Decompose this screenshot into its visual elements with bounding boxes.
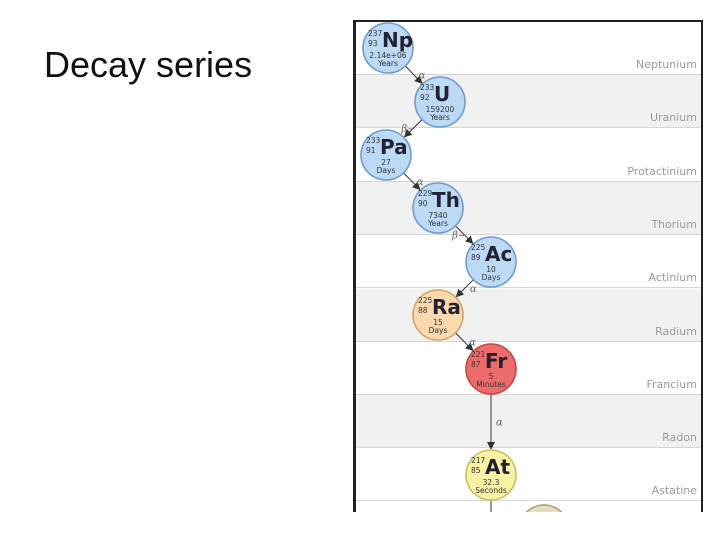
band-protactinium: Protactinium [356,129,701,182]
half-life-unit: Seconds [475,486,507,495]
element-label: Protactinium [627,164,697,178]
element-label: Radon [662,431,697,445]
mass-number: 225 [418,296,433,305]
atomic-number: 90 [418,199,428,208]
mass-number: 233 [420,83,435,92]
half-life-value: 2.14e+06 [369,51,406,60]
element-label: Uranium [649,111,697,125]
atomic-number: 89 [471,253,481,262]
nuclide-circle [414,76,466,128]
element-label: Neptunium [636,58,697,71]
element-symbol: Fr [485,349,507,373]
element-label: Astatine [651,484,697,498]
element-label: Francium [646,377,697,391]
atomic-number: 93 [368,39,378,48]
nuclide-circle [465,236,517,288]
nuclide-circle [465,449,517,501]
decay-label: α [419,71,426,82]
next-nuclide-partial [525,504,563,512]
element-symbol: Pa [380,135,408,159]
nuclide-circle [360,129,412,181]
band-neptunium: Neptunium [356,22,701,75]
decay-label: α [470,284,477,295]
decay-label: α [496,418,503,429]
mass-number: 229 [418,189,433,198]
half-life-unit: Years [427,219,448,228]
decay-chain-diagram: Neptunium Uranium Protactinium Thorium Actin… [353,20,703,512]
element-symbol: U [434,82,450,106]
decay-arrow [455,225,474,245]
element-symbol: Np [382,28,413,52]
atomic-number: 91 [366,146,376,155]
mass-number: 237 [368,29,383,38]
band-radon: Radon [356,395,701,449]
nuclide-circle [412,182,464,234]
half-life-unit: Days [377,166,396,175]
band-astatine: Astatine [356,448,701,502]
half-life-value: 32.3 [483,478,500,487]
band-francium: Francium [356,342,701,395]
element-symbol: Ra [432,295,461,319]
element-symbol: At [485,455,510,479]
element-label: Thorium [651,217,697,231]
half-life-unit: Years [377,59,398,68]
decay-arrow [403,119,423,138]
decay-label: α [469,338,476,349]
half-life-value: 10 [486,265,496,274]
half-life-unit: Days [482,273,501,282]
half-life-value: 5 [489,372,494,381]
element-label: Actinium [648,271,697,285]
atomic-number: 85 [471,466,481,475]
decay-label: β− [400,124,415,135]
atomic-number: 88 [418,306,428,315]
mass-number: 221 [471,350,486,359]
mass-number: 217 [471,456,486,465]
decay-label: α [417,177,424,188]
decay-arrow [455,279,474,298]
mass-number: 233 [366,136,381,145]
nuclide-circle [362,22,414,74]
half-life-unit: Days [429,326,448,335]
decay-arrow [404,65,423,84]
decay-arrow [455,332,474,352]
half-life-unit: Years [429,113,450,122]
slide-title: Decay series [44,44,253,85]
atomic-number: 92 [420,93,430,102]
half-life-value: 7340 [428,211,447,220]
nuclide-circle [412,289,464,341]
half-life-value: 27 [381,158,391,167]
band-uranium: Uranium [356,75,701,129]
element-symbol: Ac [485,242,512,266]
half-life-unit: Minutes [476,380,506,389]
nuclide-circle [465,343,517,395]
element-label: Radium [655,324,697,338]
decay-label: β− [451,231,466,242]
element-symbol: Th [432,188,460,212]
decay-arrow [403,172,421,191]
half-life-value: 15 [433,318,443,327]
band-thorium: Thorium [356,181,701,235]
half-life-value: 159200 [426,105,455,114]
band-actinium: Actinium [356,235,701,289]
mass-number: 225 [471,243,486,252]
atomic-number: 87 [471,360,481,369]
